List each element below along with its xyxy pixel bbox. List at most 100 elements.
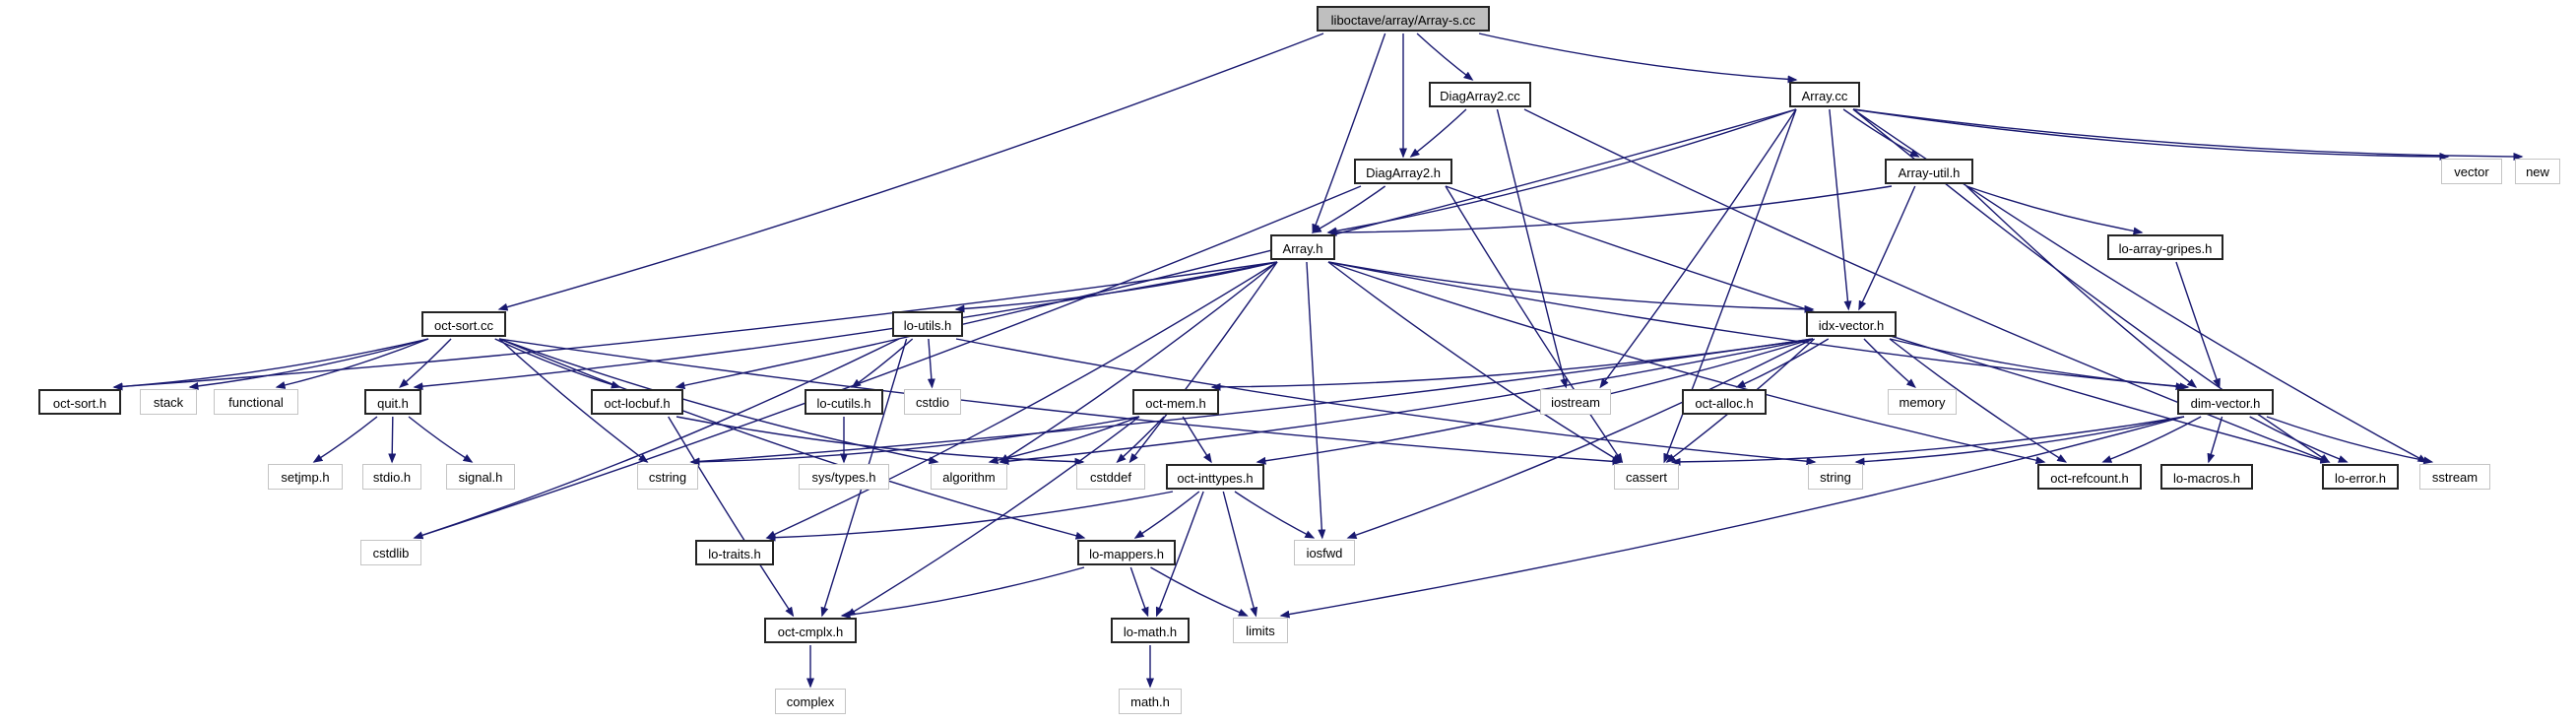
graph-node-octinttypes[interactable]: oct-inttypes.h [1166,464,1264,490]
graph-node-lomacros[interactable]: lo-macros.h [2160,464,2253,490]
include-edge-octsortcc-to-algorithm [498,338,939,465]
graph-node-octsorth[interactable]: oct-sort.h [38,389,121,415]
include-edge-octsortcc-to-cstring [498,338,649,463]
include-edge-octsortcc-to-quith [399,338,452,388]
include-edge-octmem-to-octinttypes [1182,416,1212,464]
include-edge-idxvector-to-octinttypes [1256,338,1814,465]
graph-node-lotraits[interactable]: lo-traits.h [695,540,774,565]
include-edge-octinttypes-to-iosfwd [1234,491,1316,539]
include-edge-arrayutil-to-gripes [1965,185,2144,235]
graph-node-limits: limits [1233,618,1288,643]
include-edge-idxvector-to-octalloc [1735,338,1830,388]
include-edge-octinttypes-to-limits [1222,491,1258,618]
include-edge-dimvector-to-lomacros [2207,416,2223,464]
graph-node-diagarray2h[interactable]: DiagArray2.h [1354,159,1452,184]
graph-node-signalh: signal.h [446,464,515,490]
include-edge-gripes-to-dimvector [2175,261,2221,389]
include-edge-lomappers-to-octcmplx [840,566,1085,619]
include-edge-arraycc-to-arrayutil [1842,108,1920,158]
include-edge-octmem-to-cstddef [1116,416,1165,463]
include-edge-dimvector-to-string [1854,416,2185,466]
graph-node-octcmplx[interactable]: oct-cmplx.h [764,618,857,643]
include-edge-arrayutil-to-idxvector [1858,185,1916,311]
graph-node-vector: vector [2441,159,2502,184]
include-edge-diagarray2h-to-cassert [1445,185,1624,464]
include-edge-diagarray2cc-to-diagarray2h [1409,108,1467,158]
include-edge-octlocbuf-to-cstddef [676,416,1085,466]
graph-node-lomappers[interactable]: lo-mappers.h [1077,540,1176,565]
include-edge-quith-to-stdioh [388,416,397,464]
include-edge-octsortcc-to-octsorth [112,338,429,391]
include-edge-arrayh-to-cassert [1327,261,1623,463]
graph-node-octrefcount[interactable]: oct-refcount.h [2037,464,2142,490]
include-edge-quith-to-setjmp [312,416,378,463]
include-edge-loutils-to-cstdlib [413,338,900,540]
include-edge-arraycc-to-idxvector [1829,108,1852,311]
include-edge-idxvector-to-dimvector [1889,338,2190,391]
include-edge-diagarray2h-to-cstdlib [413,185,1362,540]
include-edge-arraycc-to-vector [1852,108,2450,161]
include-edge-octsortcc-to-cassert [498,338,1623,466]
graph-node-octmem[interactable]: oct-mem.h [1132,389,1219,415]
graph-node-arraycc[interactable]: Array.cc [1789,82,1860,107]
graph-node-gripes[interactable]: lo-array-gripes.h [2107,234,2223,260]
include-edge-idxvector-to-algorithm [998,338,1814,466]
include-edge-octmem-to-cstring [689,416,1140,466]
graph-node-idxvector[interactable]: idx-vector.h [1806,311,1897,337]
graph-node-octlocbuf[interactable]: oct-locbuf.h [591,389,683,415]
include-edge-arrayutil-to-dimvector [1965,185,2198,388]
include-edge-arraycc-to-iostream [1599,108,1797,389]
graph-node-arrayh[interactable]: Array.h [1270,234,1335,260]
include-edge-dimvector-to-limits [1279,416,2185,619]
include-edge-idxvector-to-octrefcount [1889,338,2068,463]
include-edge-array_s-to-diagarray2cc [1416,33,1474,81]
include-edge-dimvector-to-cassert [1670,416,2185,466]
include-edge-array_s-to-octsortcc [497,33,1324,311]
graph-node-functional: functional [214,389,298,415]
include-edge-arraycc-to-new [1852,108,2524,161]
include-edge-loutils-to-locutils [851,338,914,388]
include-edge-idxvector-to-cstring [689,338,1814,466]
graph-node-string: string [1808,464,1863,490]
graph-node-arrayutil[interactable]: Array-util.h [1885,159,1973,184]
include-edge-loutils-to-cstdio [927,338,935,389]
include-edge-quith-to-signalh [408,416,474,463]
graph-node-locutils[interactable]: lo-cutils.h [805,389,883,415]
graph-node-loerror[interactable]: lo-error.h [2322,464,2399,490]
graph-node-setjmp: setjmp.h [268,464,343,490]
graph-node-stack: stack [140,389,197,415]
graph-node-diagarray2cc[interactable]: DiagArray2.cc [1429,82,1531,107]
include-edge-arrayh-to-algorithm [998,261,1278,463]
graph-node-sstream: sstream [2419,464,2490,490]
graph-node-octsortcc[interactable]: oct-sort.cc [421,311,506,337]
graph-node-octalloc[interactable]: oct-alloc.h [1682,389,1767,415]
graph-node-dimvector[interactable]: dim-vector.h [2177,389,2274,415]
graph-node-cstdlib: cstdlib [360,540,421,565]
graph-node-cassert: cassert [1614,464,1679,490]
graph-node-array_s: liboctave/array/Array-s.cc [1317,6,1490,32]
graph-node-systypes: sys/types.h [799,464,889,490]
graph-node-mathh: math.h [1119,689,1182,714]
include-edge-array_s-to-arrayh [1312,33,1386,234]
include-edge-arrayh-to-octrefcount [1327,261,2046,465]
include-edge-octmem-to-algorithm [988,416,1140,465]
include-edge-octsortcc-to-lomappers [498,338,1086,540]
include-edge-octlocbuf-to-octcmplx [668,416,795,618]
graph-node-complex: complex [775,689,846,714]
graph-node-iostream: iostream [1540,389,1611,415]
graph-node-cstddef: cstddef [1076,464,1145,490]
include-edge-dimvector-to-sstream [2266,416,2434,465]
graph-node-lomath[interactable]: lo-math.h [1111,618,1190,643]
include-edge-diagarray2cc-to-loerror [1523,108,2331,463]
include-edge-arrayh-to-octsorth [112,261,1278,391]
graph-node-algorithm: algorithm [931,464,1007,490]
include-edge-array_s-to-arraycc [1478,33,1798,84]
graph-node-cstring: cstring [637,464,698,490]
include-edge-arraycc-to-octlocbuf [675,108,1797,390]
include-edge-octmem-to-octcmplx [845,416,1140,617]
graph-node-quith[interactable]: quit.h [364,389,421,415]
graph-node-loutils[interactable]: lo-utils.h [892,311,963,337]
graph-node-iosfwd: iosfwd [1294,540,1355,565]
